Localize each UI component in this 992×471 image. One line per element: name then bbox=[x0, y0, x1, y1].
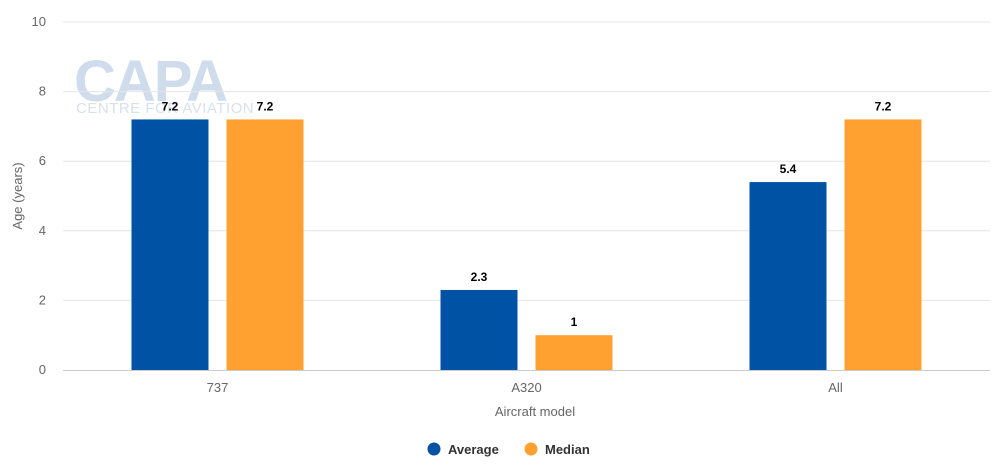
capa-watermark-logo: CAPA CENTRE FOR AVIATION bbox=[74, 49, 254, 117]
gridlines bbox=[63, 21, 990, 301]
bar-average-a320 bbox=[440, 289, 518, 370]
data-label: 2.3 bbox=[471, 270, 488, 284]
bar-average-all bbox=[749, 182, 827, 370]
y-axis-title: Age (years) bbox=[10, 162, 25, 229]
legend-label-median[interactable]: Median bbox=[545, 442, 590, 457]
data-label: 7.2 bbox=[257, 99, 274, 113]
bars bbox=[131, 119, 922, 370]
x-tick-label: 737 bbox=[207, 380, 229, 395]
bar-median-737 bbox=[226, 119, 304, 370]
watermark-tagline: CENTRE FOR AVIATION bbox=[76, 100, 254, 117]
legend-label-average[interactable]: Average bbox=[448, 442, 499, 457]
bar-median-a320 bbox=[535, 335, 613, 370]
x-axis-title: Aircraft model bbox=[495, 404, 575, 419]
watermark-logo-text: CAPA bbox=[74, 49, 227, 114]
data-label: 7.2 bbox=[162, 99, 179, 113]
legend-marker-average bbox=[427, 442, 441, 456]
legend: Average Median bbox=[427, 442, 590, 457]
y-tick-label: 0 bbox=[39, 362, 46, 377]
legend-marker-median bbox=[524, 442, 538, 456]
y-tick-label: 6 bbox=[39, 153, 46, 168]
x-tick-label: A320 bbox=[511, 380, 541, 395]
y-axis-ticks: 0 2 4 6 8 10 bbox=[32, 14, 46, 377]
bar-average-737 bbox=[131, 119, 209, 370]
y-tick-label: 8 bbox=[39, 84, 46, 99]
y-tick-label: 10 bbox=[32, 14, 46, 29]
data-label: 1 bbox=[571, 315, 578, 329]
y-tick-label: 4 bbox=[39, 223, 46, 238]
y-tick-label: 2 bbox=[39, 292, 46, 307]
bar-median-all bbox=[844, 119, 922, 370]
data-labels: 7.2 7.2 2.3 1 5.4 7.2 bbox=[162, 99, 892, 329]
x-axis-ticks: 737 A320 All bbox=[207, 380, 843, 395]
data-label: 7.2 bbox=[875, 99, 892, 113]
x-tick-label: All bbox=[828, 380, 843, 395]
data-label: 5.4 bbox=[780, 162, 797, 176]
